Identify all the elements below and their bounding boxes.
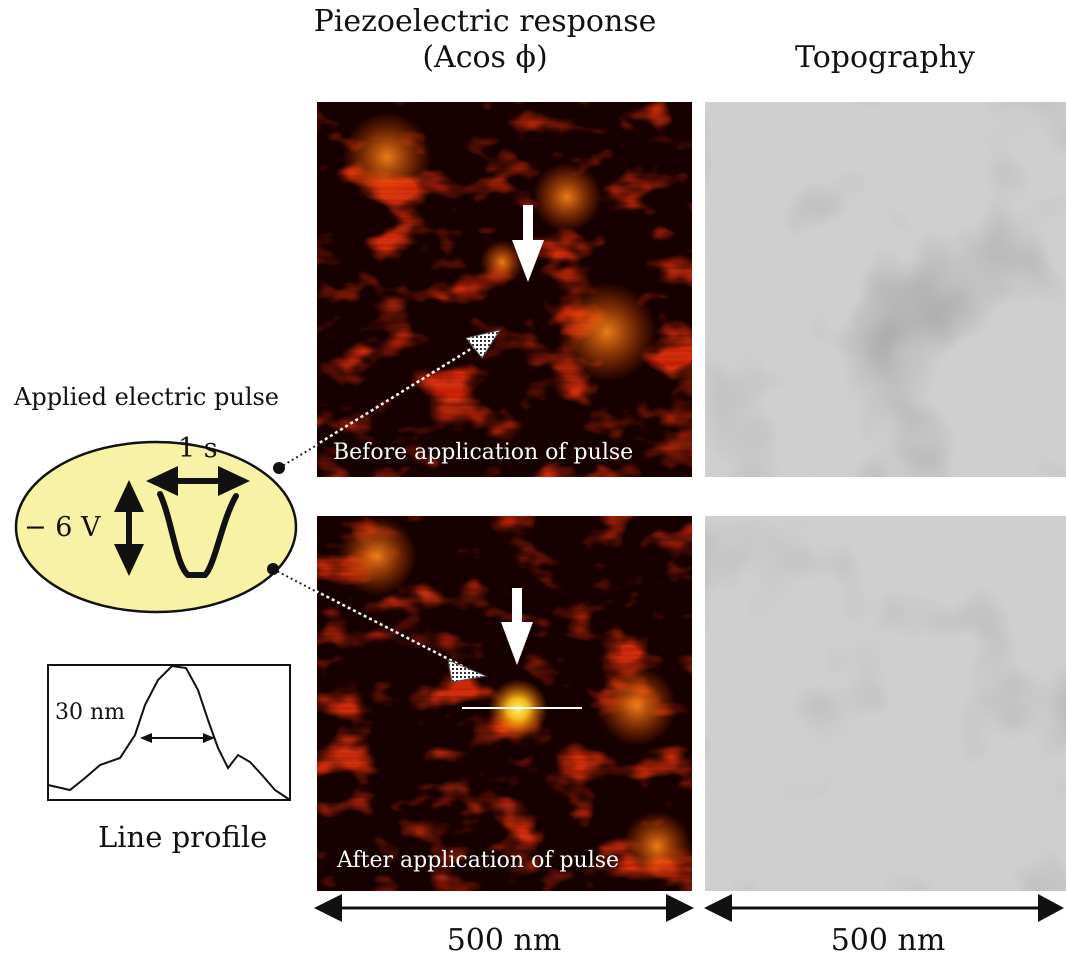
ellipse-connector-bottom: [267, 563, 279, 575]
piezo-header: Piezoelectric response (Acos ϕ): [300, 4, 670, 76]
leader-line-before: [278, 340, 483, 470]
white-arrow-before: [512, 205, 544, 282]
topography-panel-bottom: [705, 516, 1066, 891]
line-profile-box: [47, 664, 291, 801]
piezo-before-image: [317, 102, 692, 477]
piezo-after-image: [317, 516, 692, 891]
voltage-label: − 6 V: [24, 512, 101, 543]
topography-panel-top: [705, 102, 1066, 477]
leader-line-after-edge: [272, 568, 318, 593]
duration-label: 1 s: [178, 433, 218, 464]
piezo-panel-after: After application of pulse: [317, 516, 692, 891]
piezo-header-line1: Piezoelectric response: [313, 4, 657, 39]
duration-double-arrow: [146, 466, 250, 496]
piezo-header-line2: (Acos ϕ): [422, 40, 548, 75]
scale-label-right: 500 nm: [830, 923, 946, 958]
scale-label-left: 500 nm: [446, 923, 562, 958]
profile-title: Line profile: [98, 820, 268, 854]
pulse-waveform: [157, 491, 239, 578]
piezo-panel-before: Before application of pulse: [317, 102, 692, 477]
pulse-title: Applied electric pulse: [14, 383, 280, 411]
after-caption: After application of pulse: [337, 848, 620, 873]
topography-top-image: [705, 102, 1066, 477]
fwhm-double-arrow: [140, 733, 215, 743]
profile-width-label: 30 nm: [55, 700, 126, 725]
topography-header: Topography: [795, 40, 975, 75]
topography-bottom-image: [705, 516, 1066, 891]
dotted-arrowhead-after: [447, 659, 488, 683]
voltage-double-arrow: [114, 480, 144, 576]
scale-bar-right: [704, 894, 1064, 922]
line-profile-curve: [47, 664, 291, 801]
white-arrow-after: [501, 588, 533, 665]
scale-bar-left: [314, 894, 694, 922]
before-caption: Before application of pulse: [333, 440, 634, 465]
ellipse-connector-top: [273, 462, 285, 474]
leader-line-after: [272, 567, 467, 670]
dotted-arrowhead-before: [465, 329, 502, 359]
